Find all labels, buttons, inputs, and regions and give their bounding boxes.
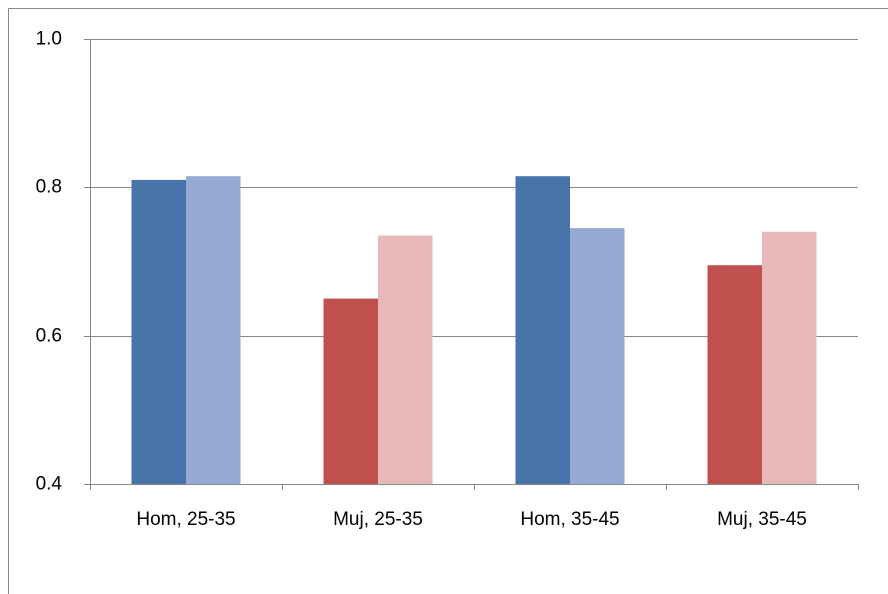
x-tick-label: Muj, 35-45: [717, 509, 807, 530]
y-tick-label: 0.4: [36, 474, 63, 495]
bar: [515, 176, 570, 485]
x-tick-label: Hom, 25-35: [136, 509, 235, 530]
y-tick-label: 0.6: [36, 326, 62, 347]
bar: [186, 176, 241, 485]
bar: [762, 231, 817, 484]
bar: [570, 228, 625, 484]
y-tick-label: 1.0: [36, 29, 62, 50]
bar: [131, 179, 186, 484]
bar: [707, 265, 762, 484]
x-tick-label: Hom, 35-45: [520, 509, 619, 530]
x-tick-label: Muj, 25-35: [333, 509, 423, 530]
bar: [378, 235, 433, 484]
y-tick-label: 0.8: [36, 177, 62, 198]
bar: [323, 298, 378, 484]
